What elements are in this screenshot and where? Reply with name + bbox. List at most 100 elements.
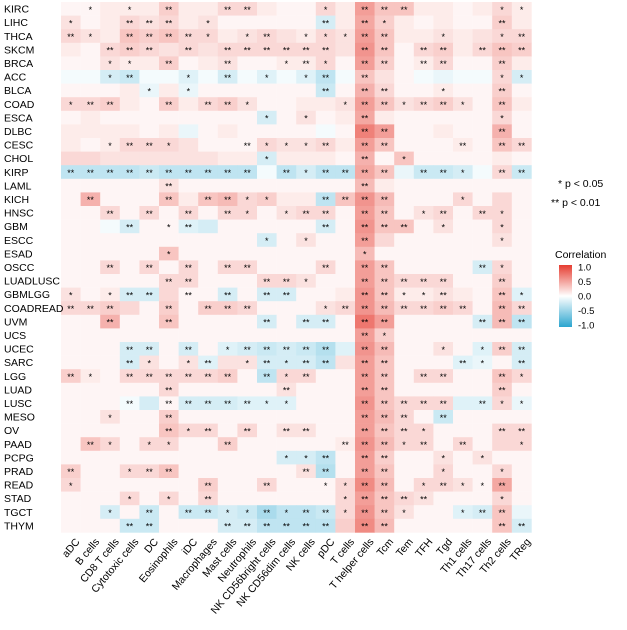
cell-paad-nk-cd56dim-cells xyxy=(276,437,297,452)
cell-paad-adc xyxy=(61,437,81,452)
cell-kich-th1-cells xyxy=(453,192,473,207)
cell-esca-macrophages xyxy=(198,110,219,125)
cell-chol-macrophages xyxy=(198,151,219,166)
cell-prad-b-cells xyxy=(80,464,101,479)
sig-ov-neutrophils: ** xyxy=(244,426,252,436)
sig-lusc-macrophages: ** xyxy=(204,399,212,409)
cell-laml-treg xyxy=(511,178,532,193)
sig-luad-eosinophils: ** xyxy=(165,386,173,396)
cell-skcm-adc xyxy=(61,42,81,57)
cell-blca-treg xyxy=(511,83,532,98)
cell-ucec-b-cells xyxy=(80,342,101,356)
sig-luadlusc-tem: ** xyxy=(400,277,408,287)
cell-blca-dc xyxy=(139,83,160,98)
cell-esad-treg xyxy=(511,246,532,261)
cell-read-treg xyxy=(511,478,532,492)
cell-escc-th1-cells xyxy=(453,233,473,248)
cell-kirc-tgd xyxy=(433,2,454,16)
cell-blca-eosinophils xyxy=(159,83,179,98)
cell-thca-dc xyxy=(139,29,160,44)
cell-acc-th17-cells xyxy=(472,70,493,84)
cell-sarc-th2-cells xyxy=(492,355,513,370)
cell-oscc-b-cells xyxy=(80,260,101,275)
cell-coad-cd8-t-cells xyxy=(100,97,121,112)
sig-lusc-mast-cells: ** xyxy=(224,399,232,409)
cell-sarc-pdc xyxy=(315,355,336,370)
cell-luadlusc-pdc xyxy=(315,274,336,288)
cell-gbmlgg-tfh xyxy=(413,287,434,302)
cell-uvm-tfh xyxy=(413,314,434,329)
sig-lihc-tcm: * xyxy=(383,18,387,28)
cell-luadlusc-dc xyxy=(139,274,160,288)
cell-oscc-tgd xyxy=(433,260,454,275)
cell-coad-th1-cells xyxy=(453,97,473,112)
sig-kich-th1-cells: * xyxy=(461,195,465,205)
cell-tgct-dc xyxy=(139,505,160,520)
cell-skcm-tgd xyxy=(433,42,454,57)
sig-lihc-pdc: ** xyxy=(322,18,330,28)
cell-meso-cytotoxic-cells xyxy=(119,410,140,424)
cell-luad-macrophages xyxy=(198,382,219,397)
cell-ucs-eosinophils xyxy=(159,328,179,343)
cell-kirc-tcm xyxy=(374,2,395,16)
cell-gbm-b-cells xyxy=(80,219,101,234)
cell-hnsc-nk-cd56bright-cells xyxy=(257,206,277,220)
cell-luad-th17-cells xyxy=(472,382,493,397)
cell-laml-cytotoxic-cells xyxy=(119,178,140,193)
cell-ov-tem xyxy=(394,423,415,438)
sig-lgg-treg: * xyxy=(520,372,524,382)
cell-read-tgd xyxy=(433,478,454,492)
cell-chol-eosinophils xyxy=(159,151,179,166)
cell-blca-macrophages xyxy=(198,83,219,98)
note-p005: * p < 0.05 xyxy=(558,178,603,190)
cell-skcm-treg xyxy=(511,42,532,57)
cell-kirp-b-cells xyxy=(80,165,101,180)
cell-chol-dc xyxy=(139,151,160,166)
cell-skcm-dc xyxy=(139,42,160,57)
sig-hnsc-nk-cd56dim-cells: * xyxy=(285,209,289,219)
sig-sarc-pdc: ** xyxy=(322,358,330,368)
sig-coadread-treg: ** xyxy=(518,304,526,314)
cell-ucs-adc xyxy=(61,328,81,343)
cell-esca-treg xyxy=(511,110,532,125)
cell-sarc-idc xyxy=(178,355,199,370)
cell-gbm-cytotoxic-cells xyxy=(119,219,140,234)
sig-read-th2-cells: ** xyxy=(498,481,506,491)
cell-lihc-t-helper-cells xyxy=(355,15,375,30)
cell-chol-nk-cd56dim-cells xyxy=(276,151,297,166)
cell-luadlusc-t-cells xyxy=(335,274,356,288)
cell-dlbc-treg xyxy=(511,124,532,139)
cell-laml-tgd xyxy=(433,178,454,193)
sig-hnsc-t-helper-cells: ** xyxy=(361,209,369,219)
cell-gbmlgg-pdc xyxy=(315,287,336,302)
cell-oscc-cytotoxic-cells xyxy=(119,260,140,275)
sig-ucec-th17-cells: * xyxy=(481,345,485,355)
row-label-uvm: UVM xyxy=(4,316,27,328)
sig-read-tcm: ** xyxy=(381,481,389,491)
cell-sarc-t-helper-cells xyxy=(355,355,375,370)
sig-hnsc-th17-cells: ** xyxy=(479,209,487,219)
cell-luad-th2-cells xyxy=(492,382,513,397)
row-label-sarc: SARC xyxy=(4,357,34,369)
cell-dlbc-macrophages xyxy=(198,124,219,139)
cell-gbm-treg xyxy=(511,219,532,234)
cell-kirc-pdc xyxy=(315,2,336,16)
sig-stad-tcm: ** xyxy=(381,494,389,504)
cell-chol-nk-cells xyxy=(296,151,317,166)
cell-stad-dc xyxy=(139,491,160,506)
sig-coadread-tcm: ** xyxy=(381,304,389,314)
cell-coadread-tgd xyxy=(433,301,454,316)
sig-sarc-th1-cells: ** xyxy=(459,358,467,368)
cell-tgct-b-cells xyxy=(80,505,101,520)
sig-luadlusc-tcm: ** xyxy=(381,277,389,287)
sig-gbmlgg-treg: * xyxy=(520,290,524,300)
cell-lihc-idc xyxy=(178,15,199,30)
sig-thca-t-cells: * xyxy=(343,32,347,42)
cell-lihc-cytotoxic-cells xyxy=(119,15,140,30)
sig-brca-tgd: ** xyxy=(440,59,448,69)
cell-esca-tgd xyxy=(433,110,454,125)
cell-gbm-nk-cd56bright-cells xyxy=(257,219,277,234)
cell-tgct-nk-cd56bright-cells xyxy=(257,505,277,520)
cell-ucec-neutrophils xyxy=(237,342,258,356)
sig-meso-tgd: ** xyxy=(440,413,448,423)
